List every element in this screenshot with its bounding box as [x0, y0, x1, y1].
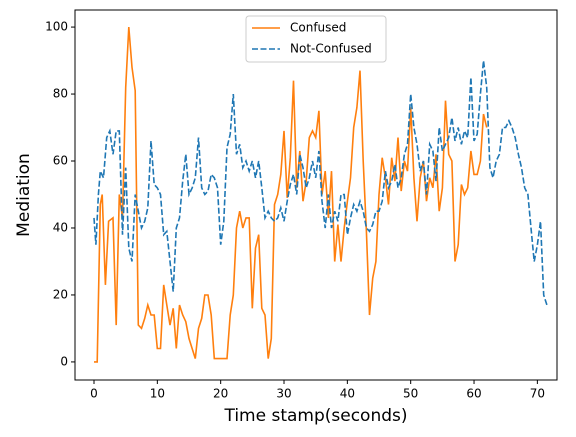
line-series — [94, 27, 488, 363]
x-tick-label: 50 — [403, 387, 418, 401]
x-axis-label: Time stamp(seconds) — [223, 406, 407, 426]
legend-label: Confused — [290, 21, 346, 35]
x-tick-label: 40 — [340, 387, 355, 401]
legend-label: Not-Confused — [290, 42, 372, 56]
x-tick-label: 60 — [466, 387, 481, 401]
y-tick-label: 100 — [45, 20, 68, 34]
y-tick-label: 80 — [53, 87, 68, 101]
legend-box — [245, 15, 387, 63]
y-tick-label: 0 — [60, 354, 68, 368]
y-tick-label: 40 — [53, 220, 68, 234]
x-tick-label: 70 — [530, 387, 545, 401]
x-tick-label: 10 — [150, 387, 165, 401]
x-tick-label: 30 — [276, 387, 291, 401]
x-tick-label: 20 — [213, 387, 228, 401]
line-series — [93, 60, 548, 306]
plot-frame — [74, 9, 558, 381]
y-axis-label: Mediation — [14, 153, 34, 237]
y-tick-label: 60 — [53, 154, 68, 168]
y-tick-label: 20 — [53, 287, 68, 301]
x-tick-label: 0 — [90, 387, 98, 401]
